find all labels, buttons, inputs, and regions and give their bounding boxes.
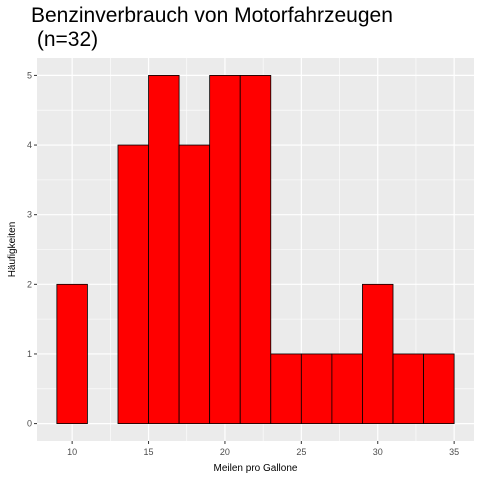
histogram-bar	[362, 283, 394, 424]
chart-title: Benzinverbrauch von Motorfahrzeugen (n=3…	[31, 4, 393, 51]
histogram-bar	[331, 353, 363, 424]
y-axis-title: Häufigkeiten	[7, 222, 18, 278]
x-tick-label: 20	[220, 447, 230, 457]
y-tick-label: 4	[27, 140, 32, 150]
x-axis-ticks: 10 15 20 25 30 35	[67, 441, 459, 457]
histogram-bar	[178, 144, 211, 424]
histogram-bar	[148, 75, 180, 424]
histogram-bar	[117, 144, 149, 424]
x-tick-label: 35	[449, 447, 459, 457]
y-tick-label: 2	[27, 279, 32, 289]
y-tick-label: 3	[27, 210, 32, 220]
y-axis-ticks: 0 1 2 3 4 5	[27, 70, 37, 429]
x-tick-label: 25	[296, 447, 306, 457]
x-tick-label: 10	[67, 447, 77, 457]
histogram-bar	[270, 353, 302, 424]
x-axis-title: Meilen pro Gallone	[214, 463, 298, 474]
x-tick-label: 15	[144, 447, 154, 457]
histogram-bar	[239, 75, 272, 424]
y-tick-label: 1	[27, 349, 32, 359]
y-tick-label: 5	[27, 70, 32, 80]
y-tick-label: 0	[27, 419, 32, 429]
histogram-bar	[209, 75, 241, 424]
histogram-bar	[423, 353, 455, 424]
bars	[56, 75, 455, 424]
histogram-bar	[300, 353, 333, 424]
x-tick-label: 30	[373, 447, 383, 457]
histogram-bar	[56, 283, 88, 424]
histogram-bar	[392, 353, 424, 424]
